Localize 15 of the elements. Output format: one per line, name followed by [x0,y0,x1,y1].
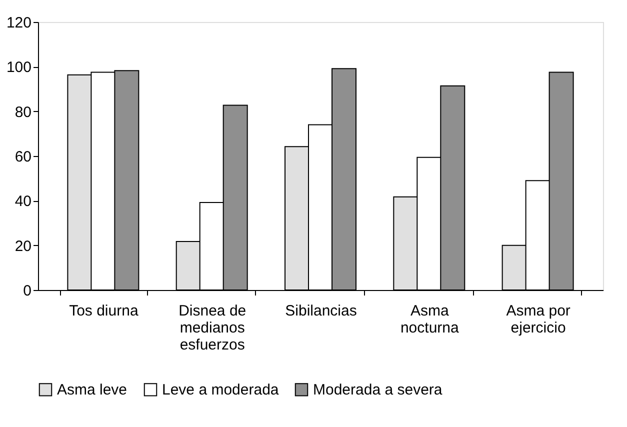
x-tick-label: Tos diurna [69,302,139,320]
y-tick-label: 120 [6,14,32,32]
y-tick-label: 40 [14,193,32,210]
y-tick-label: 60 [14,148,32,166]
legend-label: Moderada a severa [313,382,443,399]
x-tick-label: Disnea de medianos esfuerzos [178,302,246,354]
x-tick-label: Sibilancias [285,302,357,320]
y-tick-label: 100 [6,59,32,76]
y-tick-label: 80 [14,104,32,121]
x-tick-label: Asma por ejercicio [506,302,570,336]
x-tick-label: Asma nocturna [400,302,460,336]
legend-label: Leve a moderada [162,382,280,399]
y-tick-label: 0 [23,282,32,300]
legend-label: Asma leve [57,382,128,399]
y-tick-label: 20 [14,238,32,255]
